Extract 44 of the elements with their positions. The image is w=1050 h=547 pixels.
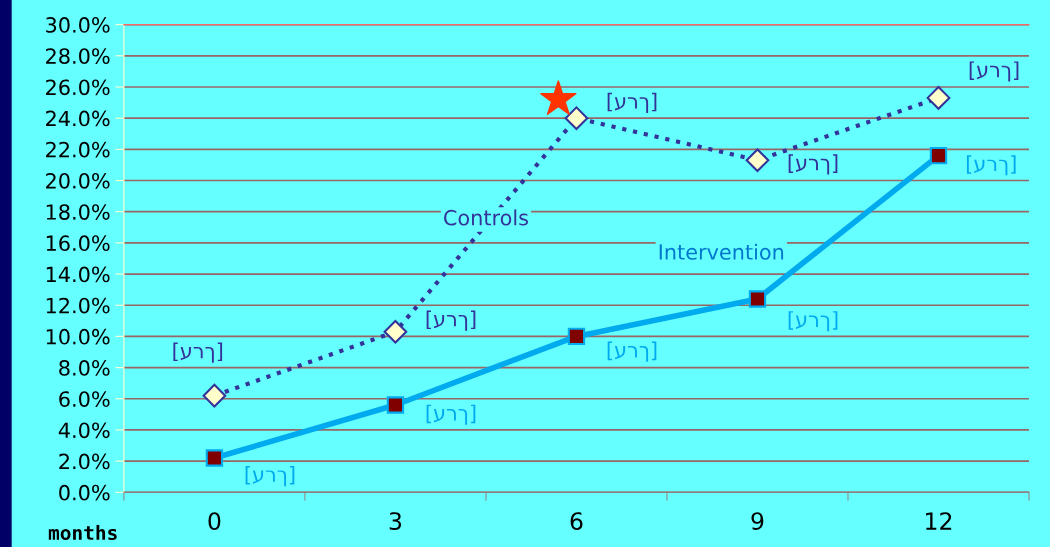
y-tick-label: 2.0% xyxy=(59,453,110,470)
point xyxy=(567,327,586,346)
data-label: [ערך] xyxy=(426,310,476,331)
data-label: [ערך] xyxy=(788,311,838,332)
y-tick-label: 24.0% xyxy=(46,110,110,127)
data-label: [ערך] xyxy=(173,342,223,363)
y-tick-label: 30.0% xyxy=(46,17,110,33)
y-tick-label: 12.0% xyxy=(46,297,110,314)
data-label: [ערך] xyxy=(607,341,657,362)
point xyxy=(748,290,767,308)
data-label: [ערך] xyxy=(969,61,1019,82)
point xyxy=(383,319,408,344)
y-tick-label: 28.0% xyxy=(46,48,110,65)
data-label: [ערך] xyxy=(245,465,295,487)
data-label: [ערך] xyxy=(966,155,1016,176)
series-label: Controls xyxy=(444,209,528,226)
x-tick-label: 3 xyxy=(389,512,402,531)
y-tick-label: 26.0% xyxy=(46,79,110,96)
data-label: [ערך] xyxy=(607,92,657,113)
y-tick-label: 14.0% xyxy=(46,266,110,283)
point xyxy=(202,383,227,408)
y-tick-label: 0.0% xyxy=(59,484,110,501)
point xyxy=(564,106,589,130)
point xyxy=(205,449,224,467)
x-tick-label: 0 xyxy=(208,512,221,531)
point xyxy=(386,396,405,414)
point xyxy=(745,148,770,173)
y-tick-label: 8.0% xyxy=(59,360,110,376)
x-tick-label: 9 xyxy=(751,512,764,531)
x-tick-label: 6 xyxy=(570,512,583,531)
y-tick-label: 4.0% xyxy=(58,422,110,439)
data-label: [ערך] xyxy=(788,154,838,175)
y-tick-label: 6.0% xyxy=(59,391,110,407)
x-tick-label: 12 xyxy=(926,512,952,530)
y-tick-label: 18.0% xyxy=(46,204,110,220)
point xyxy=(929,146,948,165)
point xyxy=(926,86,951,110)
y-tick-label: 16.0% xyxy=(46,235,110,252)
data-label: [ערך] xyxy=(426,404,476,425)
y-tick-label: 20.0% xyxy=(46,172,110,189)
x-axis-title: months xyxy=(48,525,117,541)
y-tick-label: 10.0% xyxy=(46,328,110,345)
y-tick-label: 22.0% xyxy=(46,141,110,158)
series-label: Intervention xyxy=(659,243,784,260)
